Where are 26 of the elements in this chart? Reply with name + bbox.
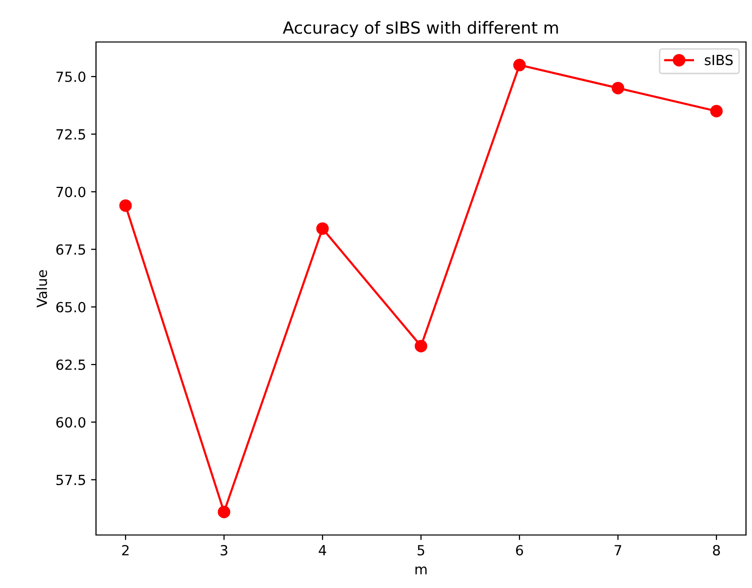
x-tick-label: 8 (712, 544, 720, 556)
y-tick-label: 72.5 (56, 129, 86, 140)
chart-title: Accuracy of sIBS with different m (282, 21, 558, 38)
point (218, 506, 230, 518)
y-axis-title: Value (36, 270, 48, 308)
x-tick-label: 7 (614, 545, 622, 556)
point (612, 82, 624, 94)
point (119, 199, 132, 212)
x-tick-label: 6 (516, 544, 524, 556)
point (316, 222, 329, 235)
x-tick-label: 5 (418, 545, 424, 556)
x-tick-label: 4 (318, 545, 326, 556)
y-tick-label: 62.5 (56, 359, 86, 370)
y-tick-label: 57.5 (56, 474, 86, 486)
y-tick-label: 60.0 (56, 417, 86, 428)
point (414, 340, 428, 352)
point (710, 104, 723, 118)
point (513, 58, 526, 72)
y-tick-label: 75.0 (56, 72, 86, 82)
y-tick-label: 65.0 (56, 302, 86, 312)
legend-label: sIBS (704, 54, 733, 66)
y-tick-label: 67.5 (56, 244, 86, 255)
x-tick-label: 3 (220, 544, 228, 556)
x-axis-title: m (415, 566, 427, 574)
y-tick-label: 70.0 (56, 186, 86, 198)
x-tick-label: 2 (122, 544, 129, 556)
